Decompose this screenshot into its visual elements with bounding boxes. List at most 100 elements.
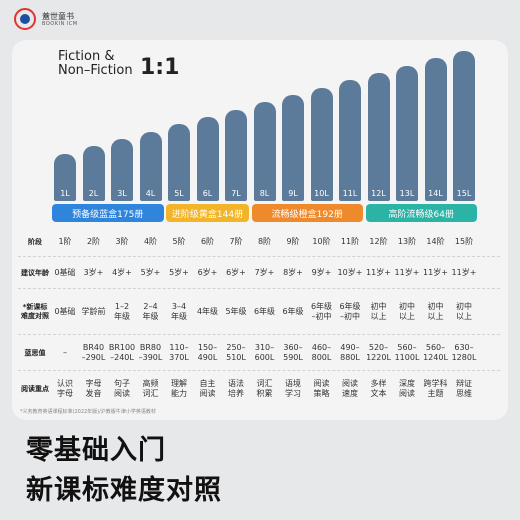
bar-11L [339,80,361,201]
table-cell: 5岁+ [140,268,161,277]
band-3: 流畅级橙盒192册 [251,204,363,222]
table-cell: 3–4 年级 [171,302,187,321]
bar-10L [310,87,333,201]
table-cell: 8阶 [257,237,272,246]
table-cell: 3岁+ [83,268,104,277]
table-cell: 8岁+ [283,268,303,277]
table-cell: 7阶 [229,237,243,246]
table-cell: 高频 词汇 [142,379,159,398]
table-cell: 初中 以上 [456,302,472,321]
row-divider [18,256,500,257]
bar-12L [367,73,390,201]
brand-sub: BOOKIN ICM [42,20,78,27]
row-divider [18,334,500,335]
table-cell: 4阶 [143,237,158,246]
band-4: 高阶流畅级64册 [365,204,477,222]
table-cell: 阅读 策略 [313,379,330,398]
table-cell: 560– 1100L [394,343,420,362]
bar-14L [424,58,447,201]
table-cell: 1阶 [58,237,72,246]
table-cell: 110– 370L [169,343,189,362]
table-cell: 6年级 –初中 [339,302,361,321]
table-cell: BR80 –390L [138,343,163,362]
table-cell: 阅读 速度 [342,379,358,398]
table-cell: 认识 字母 [57,379,73,398]
bar-7L [225,109,247,201]
table-cell: 学龄前 [81,307,106,316]
slogan-line2: 新课标难度对照 [26,475,222,506]
table-cell: 11岁+ [366,268,391,277]
row-divider [18,288,500,289]
bar-label-4L: 4L [145,189,156,198]
table-cell: 辩证 思维 [456,379,472,398]
row-divider [18,370,500,371]
table-cell: 0基础 [54,307,76,316]
table-cell: 5阶 [172,237,186,246]
table-cell: 3阶 [115,237,129,246]
brand: 蓋世童书 BOOKIN ICM [14,8,78,30]
table-cell: 12阶 [369,237,388,246]
table-cell: 15阶 [454,237,474,246]
bar-label-2L: 2L [88,189,99,198]
table-cell: 6阶 [200,237,215,246]
headline-line1: Fiction & [58,49,115,64]
bar-label-6L: 6L [202,189,213,198]
bar-label-3L: 3L [117,189,127,198]
bar-label-10L: 10L [314,189,329,198]
table-cell: 理解 能力 [171,379,187,398]
table-cell: 490– 880L [340,343,360,362]
table-cell: 2–4 年级 [142,302,159,321]
table-cell: 14阶 [426,237,445,246]
table-cell: 11岁+ [451,268,477,277]
bar-label-5L: 5L [174,189,184,198]
table-cell: 560– 1240L [423,343,448,362]
table-cell: 词汇 积累 [256,379,273,398]
row-header: 阶段 [28,237,42,246]
table-cell: 6年级 –初中 [310,302,333,321]
row-header: 阅读重点 [21,384,49,393]
table-cell: 初中 以上 [399,302,415,321]
bar-5L [168,124,190,201]
table-cell: 460– 800L [311,343,332,362]
table-cell: BR100 –240L [108,343,136,362]
table-cell: 150– 490L [197,343,218,362]
bar-label-14L: 14L [428,189,443,198]
bar-label-8L: 8L [259,189,270,198]
band-2: 进阶级黄盒144册 [166,204,249,222]
bar-6L [196,117,219,201]
table-cell: 10岁+ [337,268,363,277]
table-cell: 0基础 [54,268,76,277]
table-cell: 6年级 [282,307,304,316]
table-cell: 9阶 [286,237,300,246]
brand-logo-icon [14,8,36,30]
table-cell: 6岁+ [197,268,218,277]
table-cell: 语法 培养 [228,379,244,398]
row-header: 建议年龄 [21,268,49,277]
table-cell: 字母 发音 [85,379,102,398]
table-cell: 6岁+ [226,268,246,277]
table-cell: 520– 1220L [366,343,391,362]
table-cell: 11阶 [340,237,360,246]
headline-line2: Non–Fiction [58,63,133,78]
row-header: *新课标 难度对照 [21,303,49,320]
bar-label-7L: 7L [231,189,241,198]
bar-4L [139,131,162,201]
table-cell: 2阶 [86,237,101,246]
ratio-text: 1:1 [140,55,180,80]
table-cell: 4岁+ [112,268,132,277]
table-cell: 7岁+ [254,268,275,277]
table-cell: 深度 阅读 [399,379,415,398]
table-cell: 语境 学习 [285,379,301,398]
bar-15L [453,51,475,201]
table-cell: 1–2 年级 [114,302,130,321]
table-cell: 初中 以上 [427,302,444,321]
bar-9L [282,95,304,201]
row-header: 蓝思值 [24,348,46,357]
table-cell: 句子 阅读 [114,379,130,398]
table-cell: 自主 阅读 [199,379,216,398]
table-cell: 13阶 [397,237,417,246]
table-cell: 5年级 [225,307,247,316]
bar-label-9L: 9L [288,189,298,198]
footnote: *义务教育英语课程标准(2022年版)/沪教版牛津小学英语教材 [20,409,156,415]
table-cell: 11岁+ [394,268,420,277]
